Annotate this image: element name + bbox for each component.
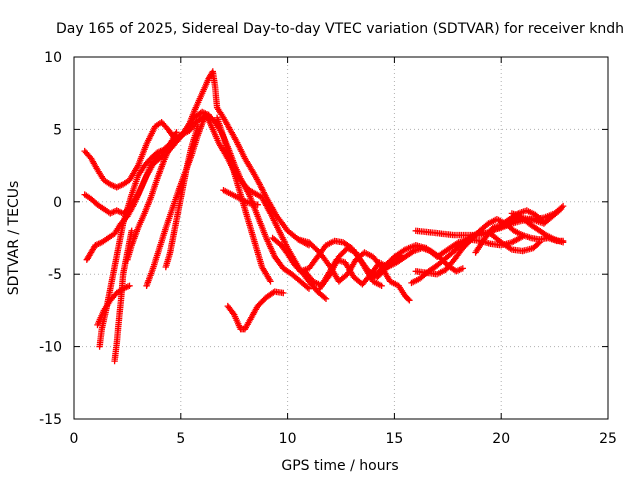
x-axis-label: GPS time / hours	[281, 458, 398, 474]
data-point-marker	[322, 295, 330, 302]
data-point-marker	[558, 204, 565, 211]
y-tick-label: -5	[48, 267, 62, 283]
series-track-16	[301, 244, 385, 289]
data-point-marker	[126, 282, 133, 289]
y-tick-label: 10	[44, 50, 62, 66]
y-tick-label: 0	[53, 195, 62, 211]
data-point-marker	[459, 265, 466, 272]
y-tick-label: -15	[39, 412, 62, 428]
data-point-marker	[229, 310, 237, 317]
data-point-marker	[280, 289, 287, 297]
series-track-7	[124, 137, 180, 263]
x-tick-label: 15	[385, 431, 403, 447]
x-tick-label: 5	[176, 431, 185, 447]
series-track-15	[295, 236, 413, 304]
series-track-9	[162, 123, 202, 271]
data-point-marker	[559, 239, 567, 246]
data-point-marker	[267, 278, 274, 285]
series-track-5	[94, 282, 133, 329]
data-point-marker	[305, 285, 313, 292]
x-tick-label: 0	[70, 431, 79, 447]
data-point-marker	[406, 297, 413, 304]
grid-lines	[74, 57, 608, 419]
x-tick-label: 10	[279, 431, 297, 447]
data-point-marker	[559, 202, 567, 210]
data-point-marker	[254, 201, 261, 208]
data-point-marker	[173, 129, 180, 136]
y-tick-label: 5	[53, 122, 62, 138]
data-point-marker	[173, 137, 180, 145]
chart-title: Day 165 of 2025, Sidereal Day-to-day VTE…	[56, 21, 624, 37]
axis-ticks: 0 5 10 15 20 25 -15 -10 -5 0 5 10	[39, 50, 617, 447]
data-point-marker	[405, 296, 412, 303]
x-tick-label: 20	[492, 431, 510, 447]
data-point-marker	[201, 114, 208, 121]
y-axis-label: SDTVAR / TECUs	[6, 181, 22, 296]
data-point-marker	[321, 294, 328, 301]
plot-frame	[73, 56, 609, 420]
series-track-12	[220, 187, 261, 208]
data-point-marker	[172, 138, 179, 146]
data-point-marker	[194, 123, 202, 130]
x-tick-label: 25	[599, 431, 617, 447]
data-point-marker	[378, 282, 385, 289]
data-series	[81, 68, 567, 365]
series-track-13	[224, 288, 287, 333]
y-tick-label: -10	[39, 340, 62, 356]
series-track-24	[508, 210, 567, 246]
